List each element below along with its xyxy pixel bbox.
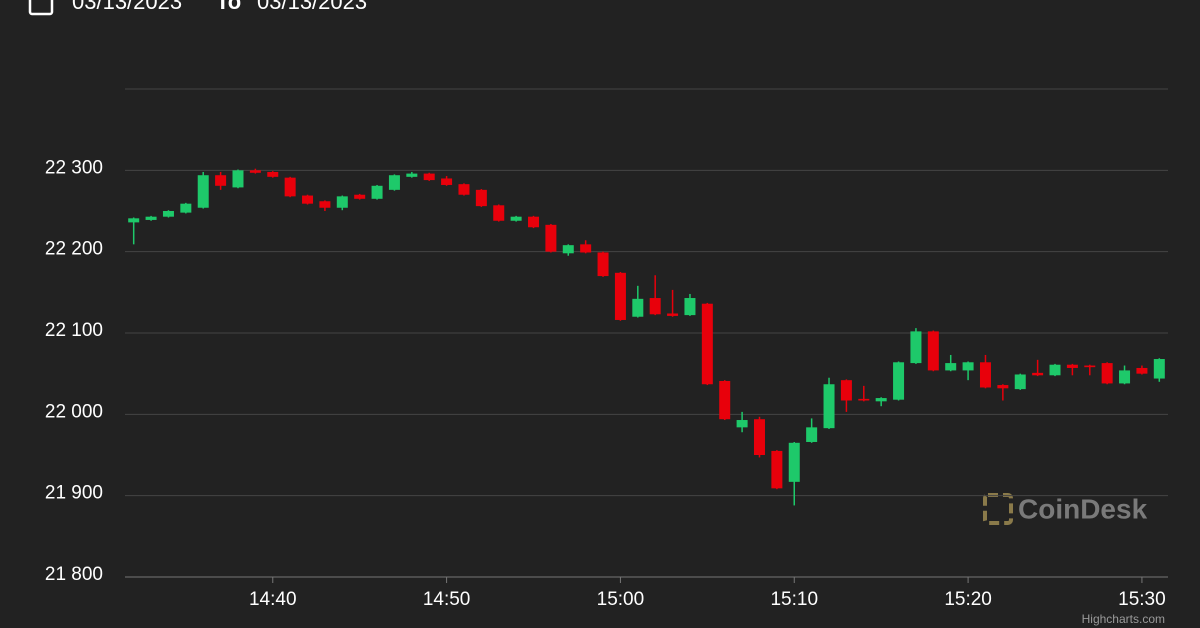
candle-body bbox=[736, 420, 748, 428]
candle-body bbox=[823, 384, 835, 429]
candle-body bbox=[1084, 365, 1096, 368]
candle-body bbox=[232, 170, 244, 188]
candle-body bbox=[1049, 364, 1061, 376]
candle-body bbox=[649, 298, 661, 315]
candle-body bbox=[1136, 367, 1148, 374]
x-tick-label: 15:20 bbox=[944, 589, 992, 610]
candle-body bbox=[875, 398, 887, 402]
candle-body bbox=[354, 194, 366, 199]
candle-body bbox=[423, 173, 435, 181]
candle-body bbox=[632, 298, 644, 317]
x-tick-label: 15:00 bbox=[597, 589, 645, 610]
candle-body bbox=[180, 203, 192, 213]
y-tick-label: 22 300 bbox=[45, 157, 103, 178]
candle-body bbox=[771, 450, 783, 489]
candle-body bbox=[1066, 364, 1078, 368]
candle-body bbox=[667, 313, 679, 316]
calendar-icon[interactable] bbox=[28, 0, 54, 16]
candle-body bbox=[302, 195, 314, 204]
candle-body bbox=[336, 196, 348, 208]
candle-body bbox=[719, 380, 731, 420]
candle-body bbox=[215, 175, 227, 186]
candle-body bbox=[806, 427, 818, 442]
candle-body bbox=[510, 216, 522, 221]
candle-body bbox=[284, 177, 296, 197]
candle-body bbox=[162, 211, 174, 217]
watermark-logo bbox=[983, 493, 1013, 525]
date-from[interactable]: 03/13/2023 bbox=[72, 0, 182, 14]
y-tick-label: 22 200 bbox=[45, 239, 103, 260]
candle-body bbox=[1032, 372, 1044, 376]
candle-body bbox=[701, 303, 713, 385]
candle-body bbox=[597, 252, 609, 277]
candle-body bbox=[475, 189, 487, 207]
watermark: CoinDesk bbox=[1018, 493, 1148, 524]
candle-body bbox=[979, 362, 991, 388]
y-tick-label: 21 800 bbox=[45, 564, 103, 585]
candle-body bbox=[1119, 370, 1131, 384]
candle-body bbox=[614, 272, 626, 320]
y-tick-label: 21 900 bbox=[45, 483, 103, 504]
candle-body bbox=[493, 205, 505, 221]
credit[interactable]: Highcharts.com bbox=[1082, 612, 1165, 626]
candle-body bbox=[997, 385, 1009, 389]
y-tick-label: 22 000 bbox=[45, 401, 103, 422]
candle-body bbox=[458, 184, 470, 195]
candle-body bbox=[197, 175, 209, 208]
x-tick-label: 14:40 bbox=[249, 589, 297, 610]
candle-body bbox=[562, 245, 574, 254]
candle-body bbox=[1014, 374, 1026, 390]
candle-body bbox=[580, 244, 592, 253]
x-tick-label: 14:50 bbox=[423, 589, 471, 610]
candle-body bbox=[788, 442, 800, 482]
candle-body bbox=[858, 398, 870, 401]
candle-body bbox=[145, 216, 157, 220]
candle-body bbox=[371, 185, 383, 199]
candle-body bbox=[319, 201, 331, 208]
candle-body bbox=[927, 331, 939, 371]
candle-body bbox=[945, 363, 957, 371]
candle-body bbox=[684, 298, 696, 316]
candle-body bbox=[1153, 359, 1165, 379]
candle-body bbox=[910, 331, 922, 364]
candle-body bbox=[840, 380, 852, 401]
x-tick-label: 15:30 bbox=[1118, 589, 1166, 610]
candle-body bbox=[1101, 363, 1113, 384]
candle-body bbox=[962, 362, 974, 371]
candle-body bbox=[545, 224, 557, 252]
date-separator: To bbox=[216, 0, 241, 14]
candle-body bbox=[406, 173, 418, 177]
x-tick-label: 15:10 bbox=[770, 589, 818, 610]
candle-body bbox=[267, 171, 279, 177]
candle-body bbox=[441, 178, 453, 185]
candle-body bbox=[388, 175, 400, 190]
y-tick-label: 22 100 bbox=[45, 320, 103, 341]
candle-body bbox=[753, 419, 765, 455]
date-to[interactable]: 03/13/2023 bbox=[257, 0, 367, 14]
candle-body bbox=[128, 218, 140, 223]
candle-body bbox=[249, 170, 261, 173]
candle-body bbox=[528, 216, 540, 228]
candle-body bbox=[893, 362, 905, 400]
